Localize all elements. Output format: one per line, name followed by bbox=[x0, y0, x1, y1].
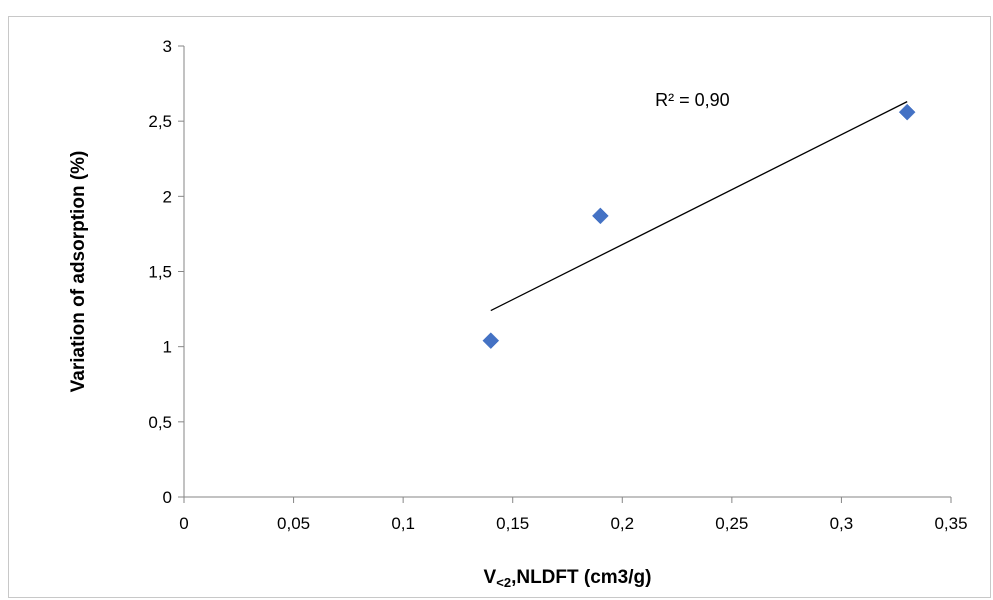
x-tick-label: 0,05 bbox=[277, 514, 310, 533]
data-point-diamond bbox=[482, 332, 500, 350]
y-tick-label: 2,5 bbox=[148, 112, 172, 131]
data-points bbox=[482, 103, 916, 350]
x-axis-title-subscript: <2 bbox=[496, 575, 511, 590]
axes bbox=[178, 45, 952, 503]
y-tick-label: 0,5 bbox=[148, 413, 172, 432]
r-squared-annotation: R² = 0,90 bbox=[655, 90, 730, 110]
x-tick-label: 0,35 bbox=[934, 514, 967, 533]
data-point-diamond bbox=[592, 207, 609, 225]
data-point-diamond bbox=[898, 103, 916, 121]
y-tick-label: 0 bbox=[163, 488, 172, 507]
y-tick-label: 2 bbox=[163, 187, 172, 206]
trendline bbox=[490, 101, 908, 312]
x-tick-label: 0,3 bbox=[830, 514, 854, 533]
x-tick-label: 0,2 bbox=[610, 514, 634, 533]
y-tick-label: 1 bbox=[163, 338, 172, 357]
y-tick-label: 3 bbox=[163, 37, 172, 56]
x-tick-label: 0 bbox=[179, 514, 188, 533]
y-axis-title: Variation of adsorption (%) bbox=[68, 151, 89, 393]
y-tick-label: 1,5 bbox=[148, 263, 172, 282]
x-axis-title-main: V bbox=[484, 567, 497, 588]
x-tick-label: 0,25 bbox=[715, 514, 748, 533]
x-tick-label: 0,15 bbox=[496, 514, 529, 533]
x-axis-title-rest: ,NLDFT (cm3/g) bbox=[511, 567, 651, 588]
x-axis-title: V<2,NLDFT (cm3/g) bbox=[484, 567, 652, 590]
trendline-group bbox=[490, 101, 908, 312]
tick-labels: 0 0,5 1 1,5 2 2,5 3 0 0,05 0,1 0,15 0,2 0,25 0,3 0,35 bbox=[148, 37, 967, 533]
chart-frame bbox=[8, 16, 991, 598]
x-tick-label: 0,1 bbox=[391, 514, 415, 533]
